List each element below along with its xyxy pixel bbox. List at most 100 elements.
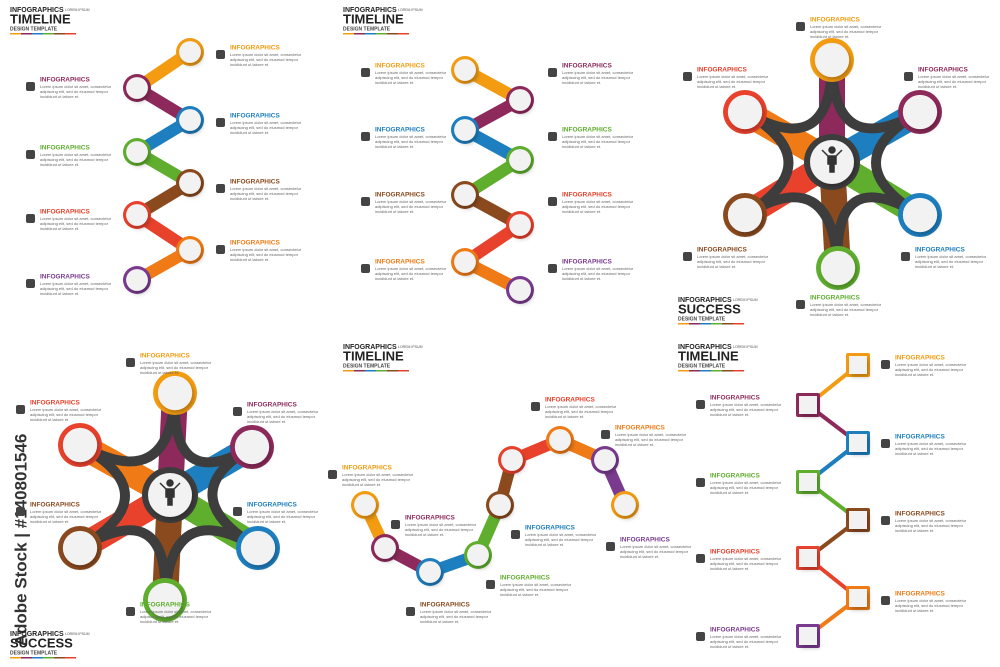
item-label: INFOGRAPHICS: [375, 192, 426, 199]
item-text: incididunt ut labore et.: [40, 94, 79, 99]
item-text: adipiscing elit, sed do eiusmod tempor: [895, 603, 964, 608]
node-face: [549, 429, 571, 451]
header-bar: [733, 370, 744, 372]
item-text: incididunt ut labore et.: [710, 412, 749, 417]
item-icon: [216, 118, 225, 127]
item-icon: [361, 197, 370, 206]
header-bar: [65, 657, 76, 659]
item-text: adipiscing elit, sed do eiusmod tempor: [375, 204, 444, 209]
header-title: TIMELINE: [10, 11, 71, 26]
item-text: incididunt ut labore et.: [420, 619, 459, 624]
item-icon: [406, 607, 415, 616]
item-icon: [881, 516, 890, 525]
item-label: INFOGRAPHICS: [375, 63, 426, 70]
node-face: [147, 582, 183, 618]
item-text: incididunt ut labore et.: [140, 619, 179, 624]
node-face: [814, 42, 850, 78]
item-label: INFOGRAPHICS: [230, 113, 281, 120]
item-text: Lorem ipsum dolor sit amet, consectetur: [230, 120, 302, 125]
item-text: Lorem ipsum dolor sit amet, consectetur: [40, 152, 112, 157]
item-icon: [796, 300, 805, 309]
node-face: [849, 434, 867, 452]
item-label: INFOGRAPHICS: [40, 145, 91, 152]
item-text: adipiscing elit, sed do eiusmod tempor: [230, 252, 299, 257]
header-bar: [678, 323, 689, 325]
item-label: INFOGRAPHICS: [562, 127, 613, 134]
item-text: adipiscing elit, sed do eiusmod tempor: [375, 75, 444, 80]
item-icon: [216, 245, 225, 254]
item-text: Lorem ipsum dolor sit amet, consectetur: [895, 362, 967, 367]
item-icon: [696, 400, 705, 409]
node-face: [799, 396, 817, 414]
item-icon: [548, 197, 557, 206]
node-face: [419, 561, 441, 583]
item-text: adipiscing elit, sed do eiusmod tempor: [30, 514, 99, 519]
item-icon: [233, 507, 242, 516]
item-text: adipiscing elit, sed do eiusmod tempor: [710, 485, 779, 490]
item-text: adipiscing elit, sed do eiusmod tempor: [562, 75, 631, 80]
node-face: [62, 427, 98, 463]
item-label: INFOGRAPHICS: [40, 274, 91, 281]
item-text: incididunt ut labore et.: [697, 84, 736, 89]
node-face: [820, 250, 856, 286]
item-label: INFOGRAPHICS: [342, 465, 393, 472]
item-label: INFOGRAPHICS: [697, 67, 748, 74]
item-text: incididunt ut labore et.: [40, 226, 79, 231]
item-label: INFOGRAPHICS: [615, 425, 666, 432]
item-text: Lorem ipsum dolor sit amet, consectetur: [895, 441, 967, 446]
center-icon: [159, 479, 181, 506]
item-label: INFOGRAPHICS: [375, 127, 426, 134]
item-label: INFOGRAPHICS: [375, 259, 426, 266]
item-text: Lorem ipsum dolor sit amet, consectetur: [247, 409, 319, 414]
header-bar: [354, 370, 365, 372]
item-label: INFOGRAPHICS: [620, 537, 671, 544]
node-face: [126, 141, 148, 163]
item-text: Lorem ipsum dolor sit amet, consectetur: [140, 360, 212, 365]
header-subtitle: DESIGN TEMPLATE: [343, 26, 391, 32]
item-text: adipiscing elit, sed do eiusmod tempor: [375, 139, 444, 144]
item-text: adipiscing elit, sed do eiusmod tempor: [40, 221, 109, 226]
item-text: incididunt ut labore et.: [895, 451, 934, 456]
header-subtitle: DESIGN TEMPLATE: [678, 316, 726, 322]
item-icon: [486, 580, 495, 589]
node-face: [62, 530, 98, 566]
item-text: incididunt ut labore et.: [230, 196, 269, 201]
item-text: incididunt ut labore et.: [710, 644, 749, 649]
item-label: INFOGRAPHICS: [895, 434, 946, 441]
node-face: [849, 589, 867, 607]
item-label: INFOGRAPHICS: [562, 192, 613, 199]
header-bar: [21, 33, 32, 35]
header-tag: LOREM IPSUM: [733, 298, 758, 302]
item-text: Lorem ipsum dolor sit amet, consectetur: [230, 247, 302, 252]
node-face: [454, 119, 476, 141]
item-text: adipiscing elit, sed do eiusmod tempor: [697, 79, 766, 84]
item-icon: [16, 405, 25, 414]
item-icon: [328, 470, 337, 479]
item-icon: [126, 358, 135, 367]
item-text: Lorem ipsum dolor sit amet, consectetur: [525, 532, 597, 537]
item-icon: [796, 22, 805, 31]
item-icon: [881, 360, 890, 369]
ring-arc: [77, 392, 180, 467]
item-text: incididunt ut labore et.: [915, 264, 954, 269]
header-bar: [32, 33, 43, 35]
item-label: INFOGRAPHICS: [405, 515, 456, 522]
item-text: incididunt ut labore et.: [342, 482, 381, 487]
header-small: INFOGRAPHICS: [343, 7, 397, 14]
item-text: incididunt ut labore et.: [230, 257, 269, 262]
item-text: incididunt ut labore et.: [247, 519, 286, 524]
node-face: [454, 184, 476, 206]
node-face: [509, 89, 531, 111]
item-text: incididunt ut labore et.: [40, 162, 79, 167]
item-text: adipiscing elit, sed do eiusmod tempor: [375, 271, 444, 276]
header-bar: [689, 370, 700, 372]
item-label: INFOGRAPHICS: [697, 247, 748, 254]
item-text: Lorem ipsum dolor sit amet, consectetur: [562, 134, 634, 139]
item-text: adipiscing elit, sed do eiusmod tempor: [342, 477, 411, 482]
header-title: TIMELINE: [343, 11, 404, 26]
header-bar: [733, 323, 744, 325]
node-face: [799, 627, 817, 645]
item-label: INFOGRAPHICS: [140, 602, 191, 609]
